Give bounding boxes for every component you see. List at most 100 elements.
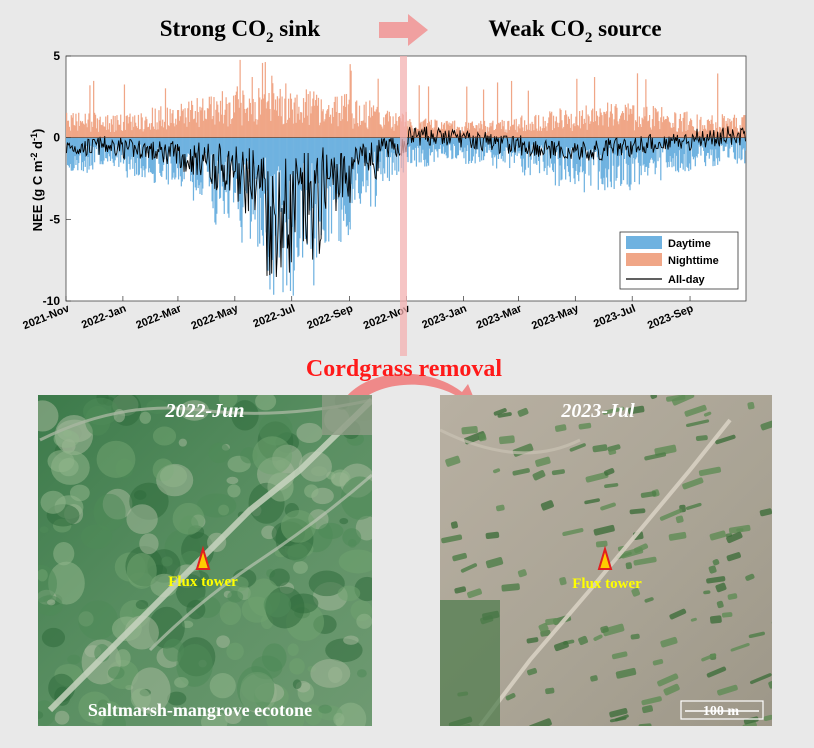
vegetation-patch xyxy=(659,508,683,521)
bar-daytime xyxy=(598,137,600,172)
bar-nighttime xyxy=(673,127,675,138)
bar-daytime xyxy=(648,137,650,169)
bar-nighttime xyxy=(551,111,553,138)
bar-daytime xyxy=(311,137,313,164)
bar-daytime xyxy=(384,137,386,174)
bar-daytime xyxy=(687,137,689,168)
bar-nighttime xyxy=(480,120,482,138)
x-tick-label: 2023-May xyxy=(530,302,581,332)
bar-nighttime xyxy=(241,125,243,138)
bar-daytime xyxy=(410,137,412,164)
bar-nighttime xyxy=(734,126,737,138)
bar-nighttime xyxy=(529,123,531,138)
bar-daytime xyxy=(149,137,152,173)
bar-daytime xyxy=(734,137,737,160)
flux-tower-marker-icon-2 xyxy=(597,545,613,570)
marsh-patch xyxy=(342,528,362,547)
vegetation-patch xyxy=(607,444,621,452)
x-tick-label: 2023-Jan xyxy=(420,303,468,332)
bar-nighttime xyxy=(703,129,705,138)
bar-daytime xyxy=(210,137,212,155)
bar-nighttime xyxy=(573,123,575,138)
bar-nighttime xyxy=(613,119,615,138)
bar-daytime xyxy=(516,137,518,157)
bar-nighttime xyxy=(612,125,614,138)
bar-nighttime xyxy=(581,110,584,138)
marsh-patch xyxy=(318,522,344,540)
bar-daytime xyxy=(591,137,593,160)
bar-daytime xyxy=(676,137,678,156)
bar-daytime xyxy=(334,137,336,169)
vegetation-patch xyxy=(640,491,657,498)
bar-nighttime xyxy=(580,115,583,138)
bar-nighttime xyxy=(659,129,661,138)
bar-daytime xyxy=(579,137,581,173)
bar-daytime xyxy=(156,137,158,152)
bar-nighttime xyxy=(146,119,148,138)
bar-daytime xyxy=(166,137,168,162)
marsh-patch xyxy=(167,691,187,706)
vegetation-patch xyxy=(501,583,520,592)
bar-nighttime xyxy=(243,94,245,138)
bar-nighttime xyxy=(231,119,233,138)
bar-nighttime xyxy=(628,114,630,138)
bar-nighttime xyxy=(290,98,293,138)
bar-nighttime xyxy=(280,116,282,138)
bar-daytime xyxy=(500,137,502,159)
bar-nighttime xyxy=(185,117,187,138)
bar-nighttime xyxy=(329,117,331,138)
bar-nighttime xyxy=(541,128,543,138)
bar-nighttime xyxy=(93,112,96,138)
bar-nighttime xyxy=(656,112,658,138)
bar-daytime xyxy=(439,137,441,149)
bar-nighttime xyxy=(244,108,246,138)
bar-nighttime xyxy=(680,121,682,138)
bar-nighttime xyxy=(127,123,129,138)
bar-nighttime xyxy=(287,119,289,138)
bar-daytime xyxy=(503,137,505,151)
bar-nighttime xyxy=(476,125,478,138)
bar-nighttime xyxy=(729,118,731,138)
vegetation-patch xyxy=(715,434,736,445)
marsh-patch xyxy=(330,469,351,487)
vegetation-patch xyxy=(485,557,504,569)
bar-nighttime xyxy=(135,126,138,138)
bar-daytime xyxy=(686,137,688,167)
bar-nighttime xyxy=(163,127,165,138)
bar-daytime xyxy=(216,137,218,214)
bar-nighttime xyxy=(79,120,82,138)
bar-nighttime xyxy=(411,125,413,138)
bar-daytime xyxy=(741,137,743,160)
bar-nighttime xyxy=(232,118,234,138)
bar-nighttime xyxy=(410,122,412,138)
bar-daytime xyxy=(408,137,410,148)
bar-daytime xyxy=(352,137,354,189)
bar-nighttime xyxy=(211,119,213,138)
bar-nighttime xyxy=(649,127,652,138)
bar-daytime xyxy=(314,137,316,239)
bar-daytime xyxy=(412,137,414,150)
bar-daytime xyxy=(320,137,322,236)
bar-daytime xyxy=(219,137,222,198)
bar-nighttime xyxy=(419,123,421,138)
vegetation-patch xyxy=(569,443,586,452)
bar-nighttime xyxy=(491,122,493,138)
bar-nighttime xyxy=(494,129,496,138)
bar-nighttime xyxy=(437,130,439,138)
bar-daytime xyxy=(684,137,686,172)
bar-nighttime xyxy=(149,129,152,138)
bar-daytime xyxy=(544,137,546,169)
bar-daytime xyxy=(360,137,362,194)
vegetation-patch xyxy=(454,586,467,594)
bar-nighttime xyxy=(675,113,677,138)
bar-nighttime xyxy=(492,120,494,138)
vegetation-patch xyxy=(641,696,662,706)
bar-daytime xyxy=(274,137,276,175)
bar-daytime xyxy=(222,137,224,201)
bar-nighttime xyxy=(131,130,133,138)
bar-daytime xyxy=(675,137,677,172)
marsh-patch xyxy=(47,599,56,606)
bar-nighttime xyxy=(302,98,305,138)
bar-daytime xyxy=(254,137,256,220)
bar-nighttime xyxy=(707,119,709,138)
